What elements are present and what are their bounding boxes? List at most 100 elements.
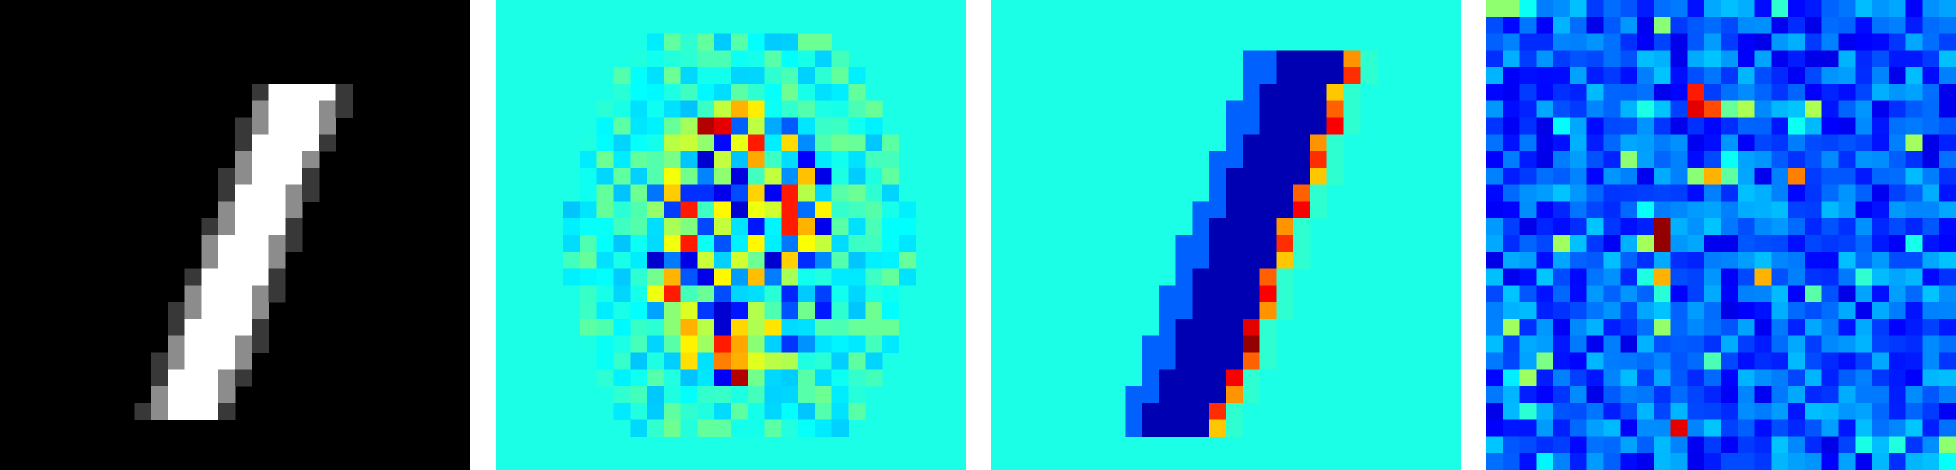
heatmap-1-layer-pixel <box>798 235 816 253</box>
digit-pixel-layer-pixel <box>235 117 253 135</box>
heatmap-3-layer-pixel <box>1569 251 1588 269</box>
heatmap-2-layer-pixel <box>1293 100 1311 118</box>
heatmap-3-layer-pixel <box>1586 67 1604 85</box>
heatmap-3-layer-pixel <box>1788 0 1806 18</box>
heatmap-3-layer-pixel <box>1838 218 1856 236</box>
digit-pixel-layer-pixel <box>251 318 269 337</box>
heatmap-1-layer-pixel <box>663 402 681 420</box>
heatmap-3-layer-pixel <box>1855 50 1873 68</box>
digit-pixel-layer-pixel <box>251 100 269 118</box>
heatmap-2-layer-pixel <box>1226 134 1244 152</box>
heatmap-2-layer-pixel <box>1293 50 1311 68</box>
digit-pixel-layer-pixel <box>251 268 269 286</box>
heatmap-3-layer-pixel <box>1687 67 1705 85</box>
heatmap-3-layer-pixel <box>1905 117 1923 135</box>
heatmap-3-layer-pixel <box>1771 134 1789 152</box>
heatmap-1-layer-pixel <box>781 184 799 202</box>
heatmap-3-layer-pixel <box>1888 83 1906 102</box>
heatmap-3-layer-pixel <box>1855 16 1873 34</box>
heatmap-2-layer-pixel <box>1326 100 1344 118</box>
heatmap-3-layer-pixel <box>1670 235 1688 253</box>
heatmap-2-layer-pixel <box>1226 117 1244 135</box>
digit-pixel-layer-pixel <box>285 201 303 219</box>
digit-pixel-layer-pixel <box>201 402 219 420</box>
heatmap-3-layer-pixel <box>1687 201 1705 219</box>
heatmap-3-layer-pixel <box>1821 402 1839 420</box>
heatmap-2-layer-pixel <box>1309 50 1328 68</box>
heatmap-3-layer-pixel <box>1939 419 1956 437</box>
heatmap-1-layer-pixel <box>798 386 816 404</box>
heatmap-3-layer-pixel <box>1670 16 1688 34</box>
heatmap-3-layer-pixel <box>1888 67 1906 85</box>
heatmap-3-layer-pixel <box>1553 167 1571 185</box>
heatmap-3-layer-pixel <box>1486 268 1504 286</box>
heatmap-3-layer-pixel <box>1872 33 1890 51</box>
heatmap-3-layer-pixel <box>1888 335 1906 353</box>
heatmap-3-layer-pixel <box>1804 419 1823 437</box>
digit-pixel-layer-pixel <box>218 184 236 202</box>
heatmap-2-layer-pixel <box>1293 151 1311 169</box>
heatmap-3-layer-pixel <box>1855 83 1873 102</box>
heatmap-3-layer-pixel <box>1737 33 1755 51</box>
heatmap-3-layer-pixel <box>1653 134 1671 152</box>
heatmap-3-layer-pixel <box>1737 134 1755 152</box>
heatmap-3-layer-pixel <box>1872 386 1890 404</box>
heatmap-1-layer-pixel <box>882 285 900 303</box>
attribution-heatmap-2 <box>991 0 1461 470</box>
heatmap-3-layer-pixel <box>1586 453 1604 470</box>
digit-pixel-layer-pixel <box>302 134 320 152</box>
heatmap-1-layer-pixel <box>647 285 665 303</box>
heatmap-3-layer-pixel <box>1922 352 1940 370</box>
heatmap-3-layer-pixel <box>1653 251 1671 269</box>
heatmap-3-layer-pixel <box>1754 453 1772 470</box>
heatmap-3-layer-pixel <box>1771 251 1789 269</box>
heatmap-3-layer-pixel <box>1502 218 1520 236</box>
heatmap-2-layer-pixel <box>1158 318 1176 337</box>
heatmap-2-layer-pixel <box>1242 201 1260 219</box>
heatmap-3-layer-pixel <box>1888 285 1906 303</box>
heatmap-3-layer-pixel <box>1872 235 1890 253</box>
heatmap-3-layer-pixel <box>1519 302 1537 320</box>
heatmap-2-layer-pixel <box>1309 117 1328 135</box>
heatmap-3-layer-pixel <box>1569 386 1588 404</box>
heatmap-1-layer-pixel <box>663 235 681 253</box>
heatmap-3-layer-pixel <box>1922 318 1940 337</box>
heatmap-3-layer-pixel <box>1536 369 1554 387</box>
heatmap-1-layer-pixel <box>882 335 900 353</box>
heatmap-3-layer-pixel <box>1502 16 1520 34</box>
heatmap-3-layer-pixel <box>1637 268 1655 286</box>
heatmap-1-layer-pixel <box>798 419 816 437</box>
heatmap-3-layer-pixel <box>1788 201 1806 219</box>
heatmap-3-layer-pixel <box>1754 419 1772 437</box>
digit-pixel-layer-pixel <box>201 235 219 253</box>
heatmap-3-layer-pixel <box>1721 251 1739 269</box>
heatmap-3-layer-pixel <box>1586 184 1604 202</box>
heatmap-3-layer-pixel <box>1737 50 1755 68</box>
heatmap-1-layer-pixel <box>814 302 833 320</box>
heatmap-3-layer-pixel <box>1637 151 1655 169</box>
heatmap-3-layer-pixel <box>1603 201 1621 219</box>
heatmap-2-layer-pixel <box>1226 369 1244 387</box>
heatmap-1-layer-pixel <box>814 33 833 51</box>
heatmap-2-layer-pixel <box>1343 117 1361 135</box>
heatmap-3-layer-pixel <box>1905 335 1923 353</box>
heatmap-1-layer-pixel <box>731 167 749 185</box>
heatmap-3-layer-pixel <box>1620 402 1638 420</box>
heatmap-1-layer-pixel <box>764 335 782 353</box>
heatmap-3-layer-pixel <box>1687 134 1705 152</box>
heatmap-1-layer-pixel <box>731 67 749 85</box>
heatmap-1-layer-pixel <box>781 134 799 152</box>
heatmap-3-layer-pixel <box>1821 83 1839 102</box>
heatmap-3-layer-pixel <box>1721 184 1739 202</box>
heatmap-2-layer-pixel <box>1326 134 1344 152</box>
digit-pixel-layer-pixel <box>235 251 253 269</box>
heatmap-3-layer-pixel <box>1486 369 1504 387</box>
heatmap-3-layer-pixel <box>1519 151 1537 169</box>
heatmap-1-layer-pixel <box>647 268 665 286</box>
heatmap-3-layer-pixel <box>1922 335 1940 353</box>
heatmap-1-layer-pixel <box>680 117 698 135</box>
digit-pixel-layer-pixel <box>268 134 286 152</box>
heatmap-1-layer-pixel <box>865 352 883 370</box>
heatmap-3-layer-pixel <box>1821 335 1839 353</box>
digit-pixel-layer-pixel <box>235 184 253 202</box>
